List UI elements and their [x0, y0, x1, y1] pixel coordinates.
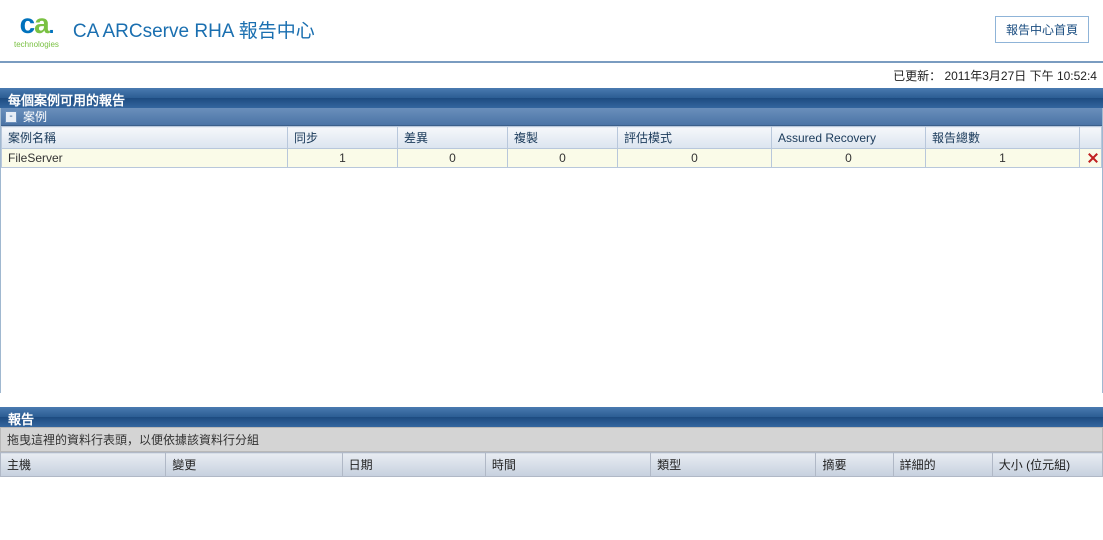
collapse-icon[interactable]: -	[5, 111, 17, 123]
col-size[interactable]: 大小 (位元組)	[992, 453, 1102, 477]
cell-sync: 1	[288, 149, 398, 168]
col-change[interactable]: 變更	[166, 453, 342, 477]
scenario-subtitle: 案例	[23, 108, 47, 125]
col-diff[interactable]: 差異	[398, 127, 508, 149]
scenario-panel-body: - 案例 案例名稱 同步 差異 複製 評估模式 Assured Recovery…	[0, 108, 1103, 393]
home-button[interactable]: 報告中心首頁	[995, 16, 1089, 43]
reports-panel-title: 報告	[0, 407, 1103, 427]
cell-scenario-name: FileServer	[2, 149, 288, 168]
header-left: ca. technologies CA ARCserve RHA 報告中心	[14, 10, 315, 49]
updated-label: 已更新：	[893, 69, 941, 83]
col-assured[interactable]: Assured Recovery	[772, 127, 926, 149]
updated-value: 2011年3月27日 下午 10:52:4	[944, 69, 1097, 83]
col-sync[interactable]: 同步	[288, 127, 398, 149]
logo-subtext: technologies	[14, 40, 59, 49]
scenario-table: 案例名稱 同步 差異 複製 評估模式 Assured Recovery 報告總數…	[1, 126, 1102, 168]
col-host[interactable]: 主機	[1, 453, 166, 477]
reports-table: 主機 變更 日期 時間 類型 摘要 詳細的 大小 (位元組)	[0, 452, 1103, 477]
scenario-empty-area	[1, 168, 1102, 393]
col-replicate[interactable]: 複製	[508, 127, 618, 149]
col-summary[interactable]: 摘要	[816, 453, 893, 477]
page-title: CA ARCserve RHA 報告中心	[73, 16, 315, 43]
logo-ca-icon: ca.	[20, 10, 54, 38]
cell-delete	[1080, 149, 1102, 168]
reports-table-header-row: 主機 變更 日期 時間 類型 摘要 詳細的 大小 (位元組)	[1, 453, 1103, 477]
drag-group-hint[interactable]: 拖曳這裡的資料行表頭，以便依據該資料行分組	[0, 427, 1103, 452]
table-row[interactable]: FileServer 1 0 0 0 0 1	[2, 149, 1102, 168]
cell-total: 1	[926, 149, 1080, 168]
col-actions	[1080, 127, 1102, 149]
updated-bar: 已更新： 2011年3月27日 下午 10:52:4	[0, 63, 1103, 88]
col-detail[interactable]: 詳細的	[893, 453, 992, 477]
scenario-table-header-row: 案例名稱 同步 差異 複製 評估模式 Assured Recovery 報告總數	[2, 127, 1102, 149]
logo: ca. technologies	[14, 10, 59, 49]
col-scenario-name[interactable]: 案例名稱	[2, 127, 288, 149]
header: ca. technologies CA ARCserve RHA 報告中心 報告…	[0, 0, 1103, 55]
cell-replicate: 0	[508, 149, 618, 168]
spacer	[0, 393, 1103, 407]
delete-icon[interactable]	[1086, 151, 1100, 165]
cell-assured: 0	[772, 149, 926, 168]
scenario-panel-title: 每個案例可用的報告	[0, 88, 1103, 108]
scenario-subbar: - 案例	[1, 108, 1102, 126]
col-date[interactable]: 日期	[342, 453, 485, 477]
col-total[interactable]: 報告總數	[926, 127, 1080, 149]
col-type[interactable]: 類型	[651, 453, 816, 477]
cell-assess: 0	[618, 149, 772, 168]
col-assess[interactable]: 評估模式	[618, 127, 772, 149]
col-time[interactable]: 時間	[485, 453, 650, 477]
cell-diff: 0	[398, 149, 508, 168]
